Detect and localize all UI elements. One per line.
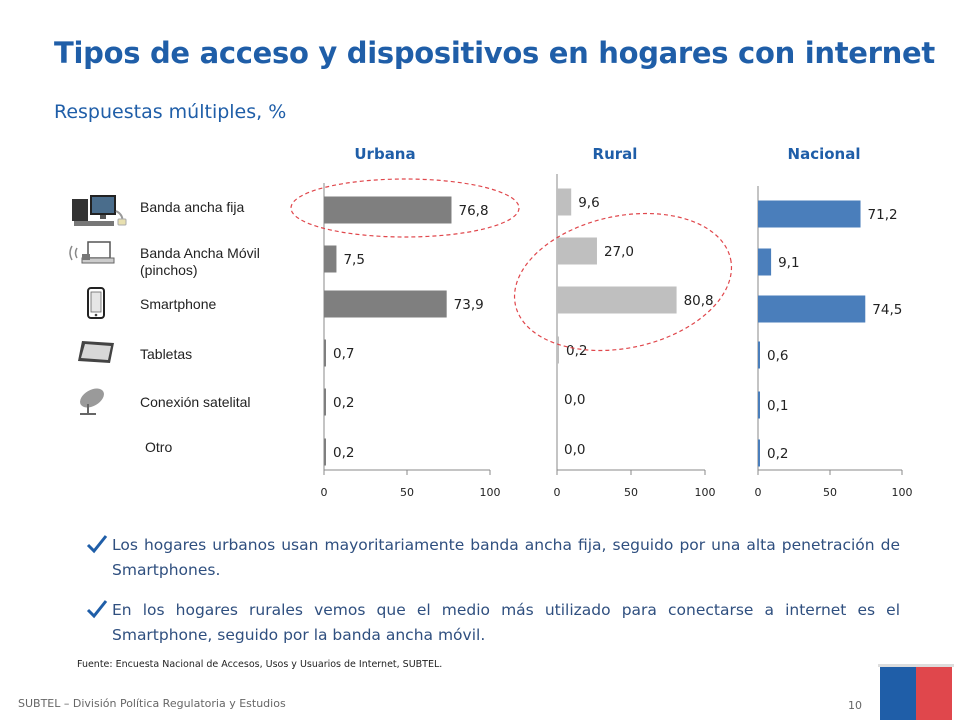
usb-modem-icon [69, 241, 115, 264]
category-label-banda-ancha-fija: Banda ancha fija [140, 199, 245, 215]
x-tick-label-nacional-2: 100 [892, 486, 913, 499]
bar-nacional-0 [758, 200, 861, 228]
data-label-urbana-4: 0,2 [333, 395, 354, 411]
data-label-rural-1: 27,0 [604, 244, 634, 260]
checkmark-icon [86, 600, 108, 619]
bullet-text: Los hogares urbanos usan mayoritariament… [112, 536, 900, 579]
footer-text: SUBTEL – División Política Regulatoria y… [18, 697, 286, 710]
data-label-nacional-1: 9,1 [778, 255, 799, 271]
data-label-nacional-4: 0,1 [767, 398, 788, 414]
bar-urbana-1 [324, 245, 337, 273]
bar-urbana-2 [324, 290, 447, 318]
bar-rural-3 [557, 336, 559, 364]
data-label-rural-5: 0,0 [564, 442, 585, 458]
x-tick-label-urbana-0: 0 [321, 486, 328, 499]
data-label-nacional-0: 71,2 [868, 207, 898, 223]
page-number: 10 [848, 699, 862, 712]
data-label-urbana-0: 76,8 [458, 203, 488, 219]
x-tick-label-rural-2: 100 [695, 486, 716, 499]
x-tick-label-nacional-1: 50 [823, 486, 837, 499]
satellite-dish-icon [80, 388, 104, 415]
data-label-urbana-5: 0,2 [333, 445, 354, 461]
bar-urbana-0 [324, 196, 452, 224]
bullet-1: Los hogares urbanos usan mayoritariament… [85, 533, 900, 583]
bar-nacional-2 [758, 295, 866, 323]
data-label-nacional-2: 74,5 [872, 302, 902, 318]
bar-urbana-3 [324, 339, 326, 367]
page-title: Tipos de acceso y dispositivos en hogare… [54, 36, 935, 70]
data-label-rural-0: 9,6 [578, 195, 599, 211]
chart-title-nacional: Nacional [788, 145, 861, 163]
data-label-nacional-5: 0,2 [767, 446, 788, 462]
chart-title-rural: Rural [593, 145, 638, 163]
highlight-ellipse-urbana [290, 178, 520, 238]
bar-urbana-4 [324, 388, 326, 416]
bullet-text: En los hogares rurales vemos que el medi… [112, 601, 900, 644]
bar-rural-0 [557, 188, 572, 216]
bar-rural-1 [557, 237, 597, 265]
smartphone-icon [87, 287, 105, 319]
x-tick-label-nacional-0: 0 [755, 486, 762, 499]
x-tick-label-urbana-2: 100 [480, 486, 501, 499]
x-tick-label-rural-1: 50 [624, 486, 638, 499]
bar-nacional-5 [758, 439, 760, 467]
page-subtitle: Respuestas múltiples, % [54, 101, 287, 123]
checkmark-icon [86, 535, 108, 554]
bar-nacional-4 [758, 391, 760, 419]
bullet-2: En los hogares rurales vemos que el medi… [85, 598, 900, 648]
desktop-computer-icon [72, 195, 127, 226]
category-label-banda-ancha-movil: Banda Ancha Móvil (pinchos) [140, 245, 260, 278]
bar-urbana-5 [324, 438, 326, 466]
category-label-conexion-satelital: Conexión satelital [140, 394, 251, 410]
bar-nacional-3 [758, 341, 760, 369]
highlight-ellipse-rural [513, 212, 733, 352]
data-label-rural-4: 0,0 [564, 392, 585, 408]
data-label-urbana-1: 7,5 [343, 252, 364, 268]
data-label-nacional-3: 0,6 [767, 348, 788, 364]
data-label-urbana-3: 0,7 [333, 346, 354, 362]
category-label-smartphone: Smartphone [140, 296, 217, 312]
x-tick-label-urbana-1: 50 [400, 486, 414, 499]
tablet-icon [78, 341, 114, 363]
category-label-tabletas: Tabletas [140, 346, 193, 362]
bar-rural-2 [557, 286, 677, 314]
category-label-otro: Otro [145, 439, 173, 455]
data-label-rural-3: 0,2 [566, 343, 587, 359]
source-note: Fuente: Encuesta Nacional de Accesos, Us… [77, 659, 443, 670]
chart-title-urbana: Urbana [354, 145, 415, 163]
data-label-urbana-2: 73,9 [454, 297, 484, 313]
x-tick-label-rural-0: 0 [554, 486, 561, 499]
subtel-logo [878, 664, 954, 720]
data-label-rural-2: 80,8 [684, 293, 714, 309]
bar-nacional-1 [758, 248, 772, 276]
